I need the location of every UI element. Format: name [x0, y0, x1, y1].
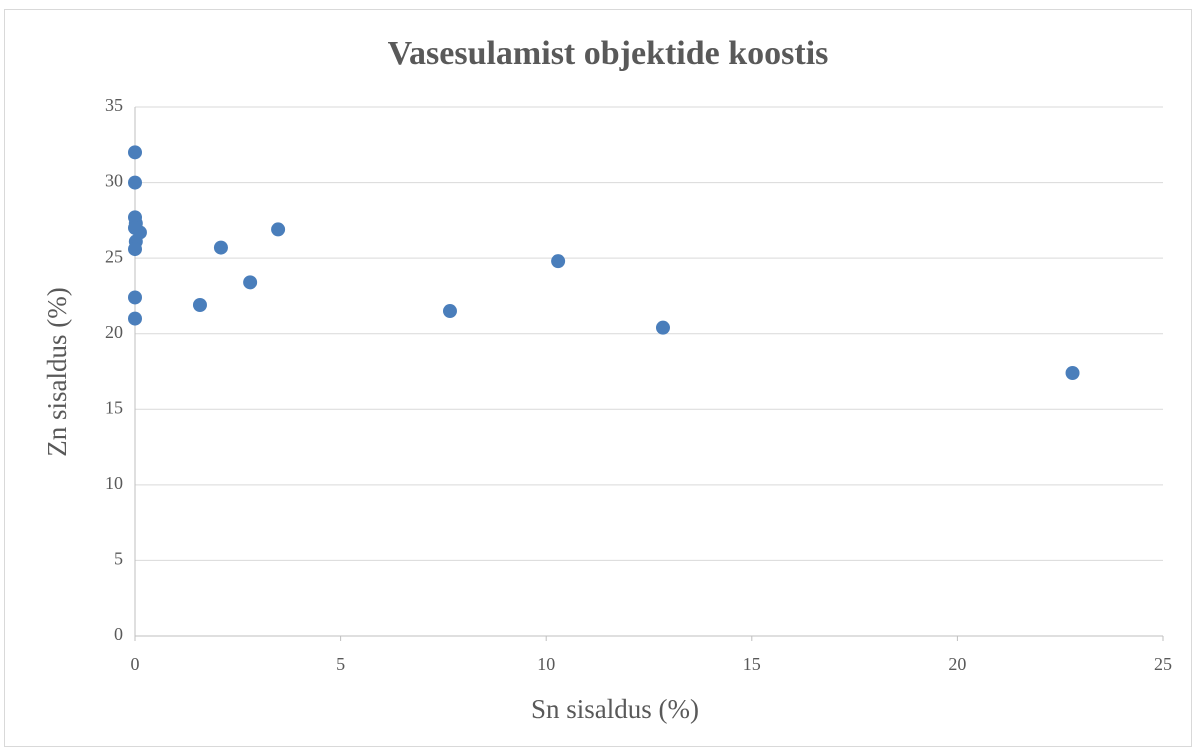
data-point: [128, 175, 142, 190]
y-tick-label: 0: [114, 624, 123, 644]
x-tick-label: 25: [1154, 654, 1172, 674]
data-point: [213, 240, 228, 255]
data-point: [1065, 366, 1080, 381]
y-tick-label: 25: [105, 246, 123, 266]
data-point: [243, 275, 258, 290]
data-point: [271, 222, 286, 237]
x-tick-label: 20: [948, 654, 966, 674]
chart-frame: [4, 9, 1192, 747]
x-tick-label: 0: [131, 654, 140, 674]
data-point: [192, 297, 207, 312]
y-tick-label: 35: [105, 95, 123, 115]
data-point: [128, 290, 142, 305]
y-tick-label: 20: [105, 322, 123, 342]
x-tick-label: 15: [743, 654, 761, 674]
x-tick-label: 10: [537, 654, 555, 674]
y-tick-label: 15: [105, 397, 123, 417]
data-point: [442, 304, 457, 319]
y-tick-label: 5: [114, 549, 123, 569]
data-point: [551, 254, 566, 269]
data-point: [655, 320, 670, 335]
y-tick-label: 10: [105, 473, 123, 493]
data-point: [128, 145, 142, 160]
data-point: [128, 311, 142, 326]
y-tick-label: 30: [105, 171, 123, 191]
x-axis-title: Sn sisaldus (%): [531, 694, 699, 724]
x-tick-label: 5: [336, 654, 345, 674]
data-point: [128, 242, 142, 257]
chart-title: Vasesulamist objektide koostis: [388, 35, 829, 72]
y-axis-title: Zn sisaldus (%): [42, 287, 72, 456]
